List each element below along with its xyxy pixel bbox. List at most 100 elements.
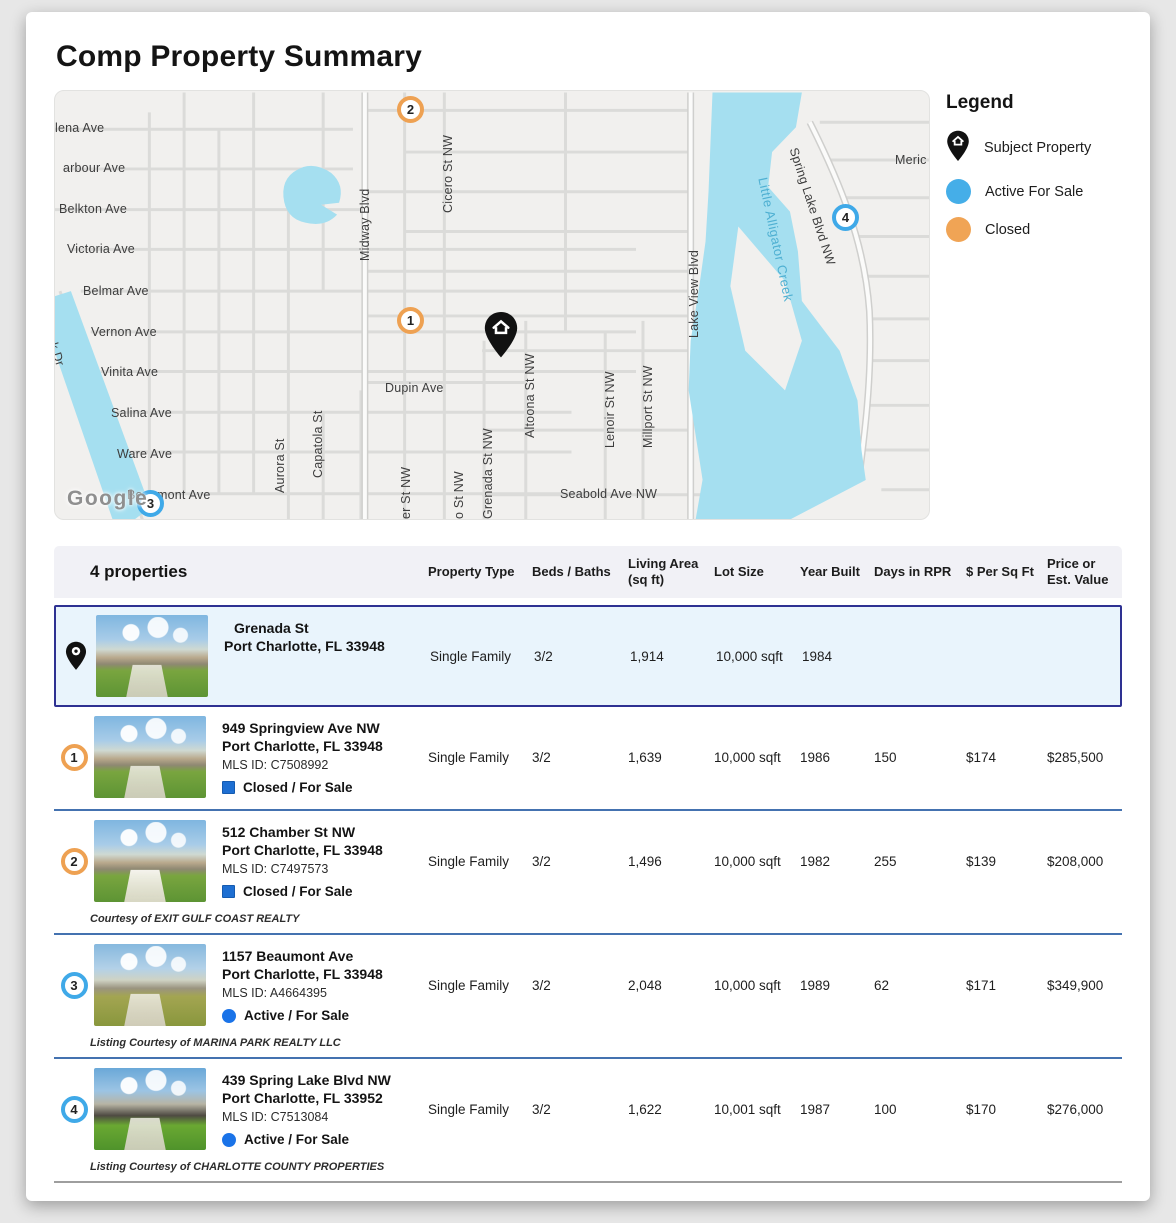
price: $208,000 — [1047, 853, 1104, 869]
beds-baths: 3/2 — [532, 977, 551, 993]
street-label: lena Ave — [55, 121, 105, 135]
status-label: Active / For Sale — [244, 1008, 350, 1024]
street-label: Salina Ave — [111, 406, 172, 420]
property-photo[interactable] — [94, 1068, 206, 1150]
price-per-sqft: $174 — [966, 749, 997, 765]
status-label: Closed / For Sale — [243, 884, 353, 900]
street-label: Meric — [895, 153, 927, 167]
property-photo[interactable] — [94, 944, 206, 1026]
mls-id: MLS ID: A4664395 — [222, 986, 327, 1001]
property-photo[interactable] — [94, 716, 206, 798]
marker-number: 1 — [406, 313, 415, 328]
legend-label: Closed — [985, 221, 1031, 238]
property-address[interactable]: 439 Spring Lake Blvd NW — [222, 1072, 391, 1088]
col-beds-baths: Beds / Baths — [532, 563, 611, 579]
property-address[interactable]: 1157 Beaumont Ave — [222, 948, 354, 964]
street-label: Victoria Ave — [67, 242, 135, 256]
listing-courtesy: Listing Courtesy of MARINA PARK REALTY L… — [90, 1037, 341, 1049]
comp-marker-3: 3 — [60, 971, 88, 999]
price: $276,000 — [1047, 1101, 1104, 1117]
year-built: 1989 — [800, 977, 831, 993]
days-in-rpr: 100 — [874, 1101, 897, 1117]
lot-size: 10,001 sqft — [714, 1101, 781, 1117]
street-label: Vinita Ave — [101, 365, 159, 379]
street-label: Belkton Ave — [59, 202, 127, 216]
property-type: Single Family — [428, 977, 510, 993]
year-built: 1986 — [800, 749, 831, 765]
legend-item-active: Active For Sale — [946, 179, 1091, 204]
legend-item-subject: Subject Property — [946, 130, 1091, 166]
property-city: Port Charlotte, FL 33948 — [222, 966, 383, 983]
map-marker-1[interactable]: 1 — [397, 307, 424, 334]
table-header: 4 properties Property Type Beds / Baths … — [54, 546, 1122, 598]
property-address[interactable]: 512 Chamber St NW — [222, 824, 356, 840]
active-status-icon — [222, 1132, 236, 1147]
map-roads — [55, 92, 929, 519]
property-type: Single Family — [428, 1101, 510, 1117]
street-label: er St NW — [399, 466, 413, 519]
map-marker-4[interactable]: 4 — [832, 204, 859, 231]
street-label: Lenoir St NW — [603, 371, 617, 448]
active-status-icon — [222, 1008, 236, 1023]
living-area: 1,914 — [630, 648, 664, 664]
property-type: Single Family — [428, 853, 510, 869]
col-year-built: Year Built — [800, 563, 860, 579]
street-label: Belmar Ave — [83, 284, 149, 298]
street-label: Midway Blvd — [358, 188, 372, 261]
comp-property-row-2[interactable]: 2 512 Chamber St NW Port Charlotte, FL 3… — [54, 811, 1122, 911]
legend-label: Subject Property — [984, 140, 1092, 156]
property-city: Port Charlotte, FL 33948 — [222, 738, 383, 755]
comp-property-row-4[interactable]: 4 439 Spring Lake Blvd NW Port Charlotte… — [54, 1059, 1122, 1159]
comp-property-row-3[interactable]: 3 1157 Beaumont Ave Port Charlotte, FL 3… — [54, 935, 1122, 1035]
marker-number: 2 — [70, 853, 78, 869]
map-marker-3[interactable]: 3 — [137, 490, 164, 517]
year-built: 1982 — [800, 853, 831, 869]
subject-property-pin-icon[interactable] — [483, 311, 519, 364]
col-price: Price or Est. Value — [1047, 555, 1109, 587]
street-label: Capatola St — [311, 410, 325, 478]
marker-number: 4 — [70, 1101, 78, 1117]
price-per-sqft: $170 — [966, 1101, 997, 1117]
status-label: Active / For Sale — [244, 1132, 350, 1148]
days-in-rpr: 150 — [874, 749, 897, 765]
price-per-sqft: $171 — [966, 977, 997, 993]
property-address[interactable]: Grenada St — [234, 620, 309, 636]
map-marker-2[interactable]: 2 — [397, 96, 424, 123]
price: $285,500 — [1047, 749, 1104, 765]
google-logo: Google — [67, 487, 149, 510]
mls-id: MLS ID: C7508992 — [222, 758, 329, 773]
closed-status-icon — [222, 885, 235, 899]
marker-number: 3 — [70, 977, 78, 993]
lot-size: 10,000 sqft — [716, 648, 783, 664]
comp-property-row-1[interactable]: 1 949 Springview Ave NW Port Charlotte, … — [54, 707, 1122, 807]
mls-id: MLS ID: C7513084 — [222, 1110, 329, 1125]
property-type: Single Family — [430, 648, 512, 664]
property-address[interactable]: 949 Springview Ave NW — [222, 720, 380, 736]
street-label: Millport St NW — [641, 365, 655, 448]
legend-title: Legend — [946, 92, 1014, 113]
comp-table: 4 properties Property Type Beds / Baths … — [54, 546, 1122, 1183]
property-city: Port Charlotte, FL 33948 — [224, 638, 385, 655]
property-photo[interactable] — [96, 615, 208, 697]
days-in-rpr: 255 — [874, 853, 897, 869]
property-type: Single Family — [428, 749, 510, 765]
comp-map[interactable]: lena Ave arbour Ave Belkton Ave Victoria… — [54, 90, 930, 520]
price: $349,900 — [1047, 977, 1104, 993]
listing-courtesy: Listing Courtesy of CHARLOTTE COUNTY PRO… — [90, 1161, 385, 1173]
comp-marker-2: 2 — [60, 847, 88, 875]
subject-property-row[interactable]: Grenada St Port Charlotte, FL 33948 Sing… — [54, 605, 1122, 707]
street-label: arbour Ave — [63, 161, 126, 175]
living-area: 1,639 — [628, 749, 662, 765]
subject-pin-icon — [56, 641, 96, 671]
comp-property-block: 3 1157 Beaumont Ave Port Charlotte, FL 3… — [54, 935, 1122, 1059]
lot-size: 10,000 sqft — [714, 853, 781, 869]
property-city: Port Charlotte, FL 33948 — [222, 842, 383, 859]
beds-baths: 3/2 — [532, 853, 551, 869]
col-per-sq-ft: $ Per Sq Ft — [966, 563, 1034, 579]
property-photo[interactable] — [94, 820, 206, 902]
street-label: Cicero St NW — [441, 134, 455, 213]
col-days-in-rpr: Days in RPR — [874, 563, 952, 579]
street-label: Seabold Ave NW — [560, 487, 658, 501]
street-label: Dupin Ave — [385, 381, 444, 395]
